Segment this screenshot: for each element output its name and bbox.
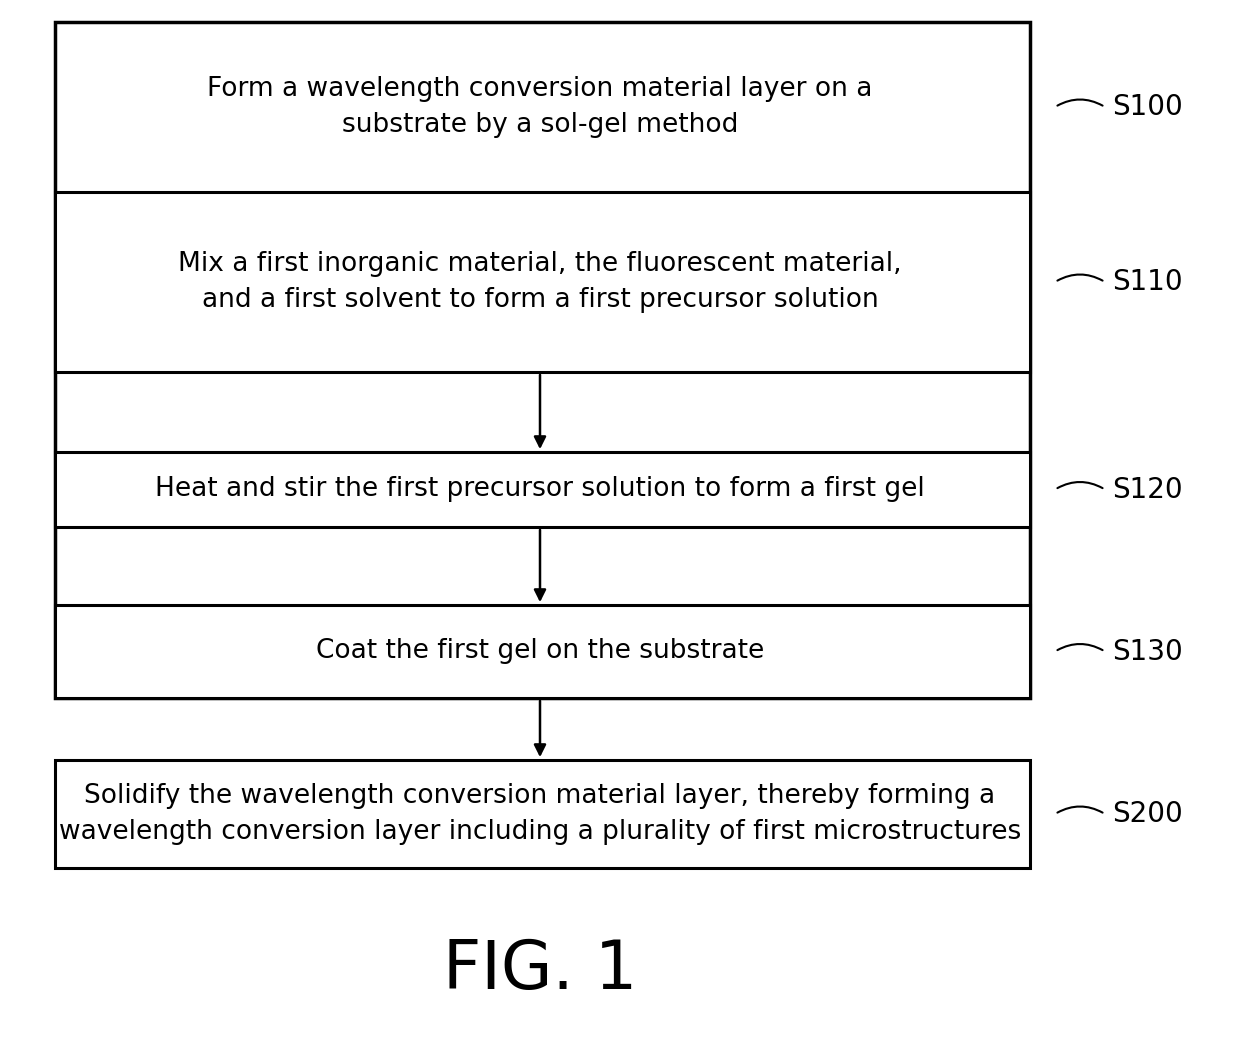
Text: S120: S120	[1112, 475, 1183, 504]
Text: Mix a first inorganic material, the fluorescent material,
and a first solvent to: Mix a first inorganic material, the fluo…	[179, 251, 901, 314]
Bar	[55, 192, 1030, 372]
Bar	[55, 605, 1030, 698]
Bar	[55, 760, 1030, 868]
Text: S100: S100	[1112, 93, 1183, 121]
Text: Coat the first gel on the substrate: Coat the first gel on the substrate	[316, 638, 764, 665]
Text: Solidify the wavelength conversion material layer, thereby forming a
wavelength : Solidify the wavelength conversion mater…	[58, 783, 1021, 845]
Text: S130: S130	[1112, 637, 1183, 666]
Bar	[55, 22, 1030, 698]
Text: Form a wavelength conversion material layer on a
substrate by a sol-gel method: Form a wavelength conversion material la…	[207, 76, 873, 138]
Bar	[55, 452, 1030, 527]
Text: Heat and stir the first precursor solution to form a first gel: Heat and stir the first precursor soluti…	[155, 477, 925, 503]
Text: S200: S200	[1112, 800, 1183, 828]
Text: S110: S110	[1112, 268, 1183, 296]
Text: FIG. 1: FIG. 1	[443, 937, 637, 1003]
